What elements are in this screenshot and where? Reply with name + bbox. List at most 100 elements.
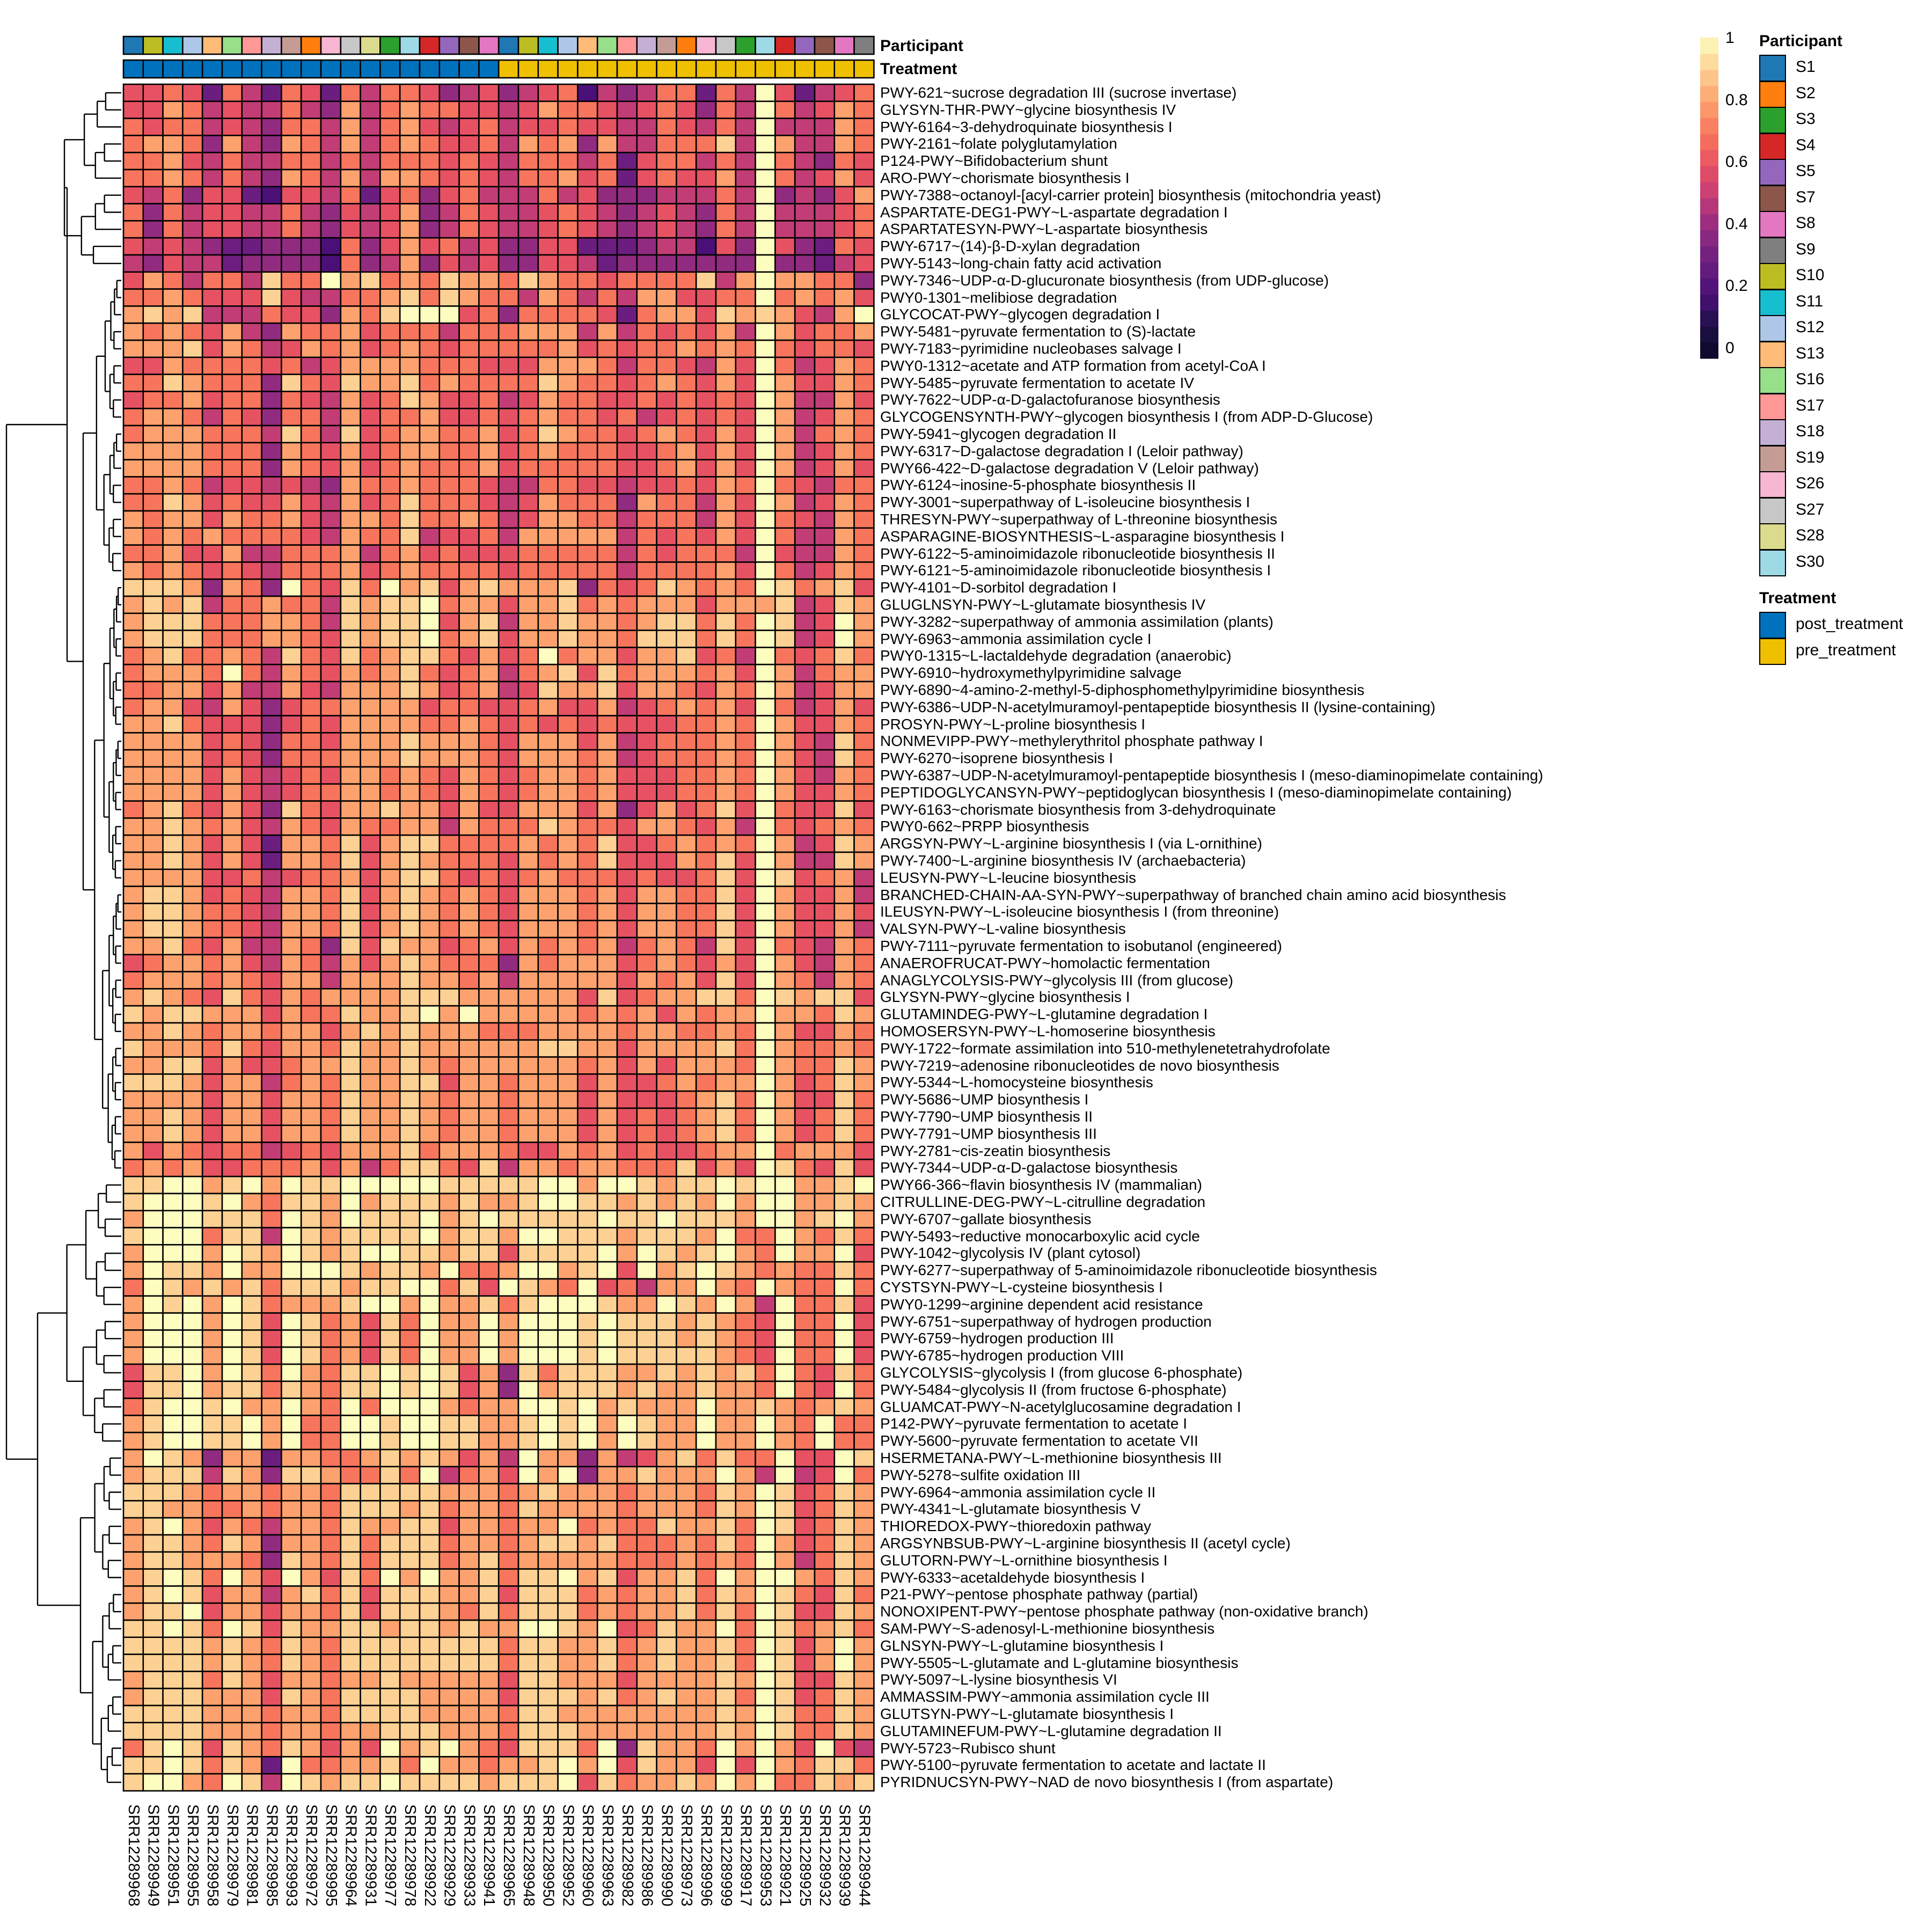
heatmap-cell (182, 1073, 203, 1092)
heatmap-cell (162, 1568, 184, 1587)
heatmap-cell (755, 254, 776, 273)
heatmap-cell (557, 1534, 579, 1553)
heatmap-cell (281, 1090, 302, 1109)
heatmap-cell (261, 1534, 282, 1553)
heatmap-cell (300, 817, 322, 836)
heatmap-cell (379, 527, 401, 546)
heatmap-cell (596, 1380, 618, 1399)
heatmap-cell (833, 954, 855, 972)
heatmap-cell (261, 1619, 282, 1638)
heatmap-cell (162, 271, 184, 290)
heatmap-cell (656, 561, 677, 580)
heatmap-cell (695, 1278, 717, 1297)
heatmap-cell (616, 715, 638, 734)
heatmap-cell (182, 203, 203, 222)
heatmap-cell (853, 391, 875, 409)
heatmap-cell (281, 1124, 302, 1143)
heatmap-cell (300, 1739, 322, 1758)
heatmap-cell (676, 1704, 697, 1724)
heatmap-cell (300, 1671, 322, 1689)
heatmap-cell (715, 1653, 737, 1672)
heatmap-cell (340, 1056, 361, 1075)
heatmap-cell (281, 220, 302, 239)
heatmap-cell (122, 356, 144, 375)
heatmap-cell (517, 305, 539, 324)
heatmap-cell (241, 868, 262, 887)
heatmap-cell (320, 305, 342, 324)
heatmap-cell (497, 732, 519, 751)
heatmap-cell (616, 868, 638, 887)
heatmap-cell (399, 356, 421, 375)
heatmap-cell (497, 1312, 519, 1331)
heatmap-cell (755, 1773, 776, 1792)
heatmap-cell (497, 1756, 519, 1775)
heatmap-cell (735, 1568, 756, 1587)
heatmap-cell (320, 425, 342, 444)
heatmap-cell (695, 1039, 717, 1058)
heatmap-cell (458, 1585, 480, 1604)
treatment-annotation-cell (833, 59, 855, 79)
heatmap-cell (399, 834, 421, 853)
heatmap-cell (438, 1397, 460, 1416)
heatmap-cell (458, 1500, 480, 1519)
heatmap-cell (142, 476, 164, 495)
heatmap-cell (142, 988, 164, 1007)
heatmap-cell (340, 237, 361, 256)
heatmap-cell (537, 1602, 559, 1621)
heatmap-cell (360, 527, 381, 546)
column-label: SRR12289917 (737, 1804, 755, 1907)
heatmap-cell (814, 1022, 836, 1041)
heatmap-cell (360, 988, 381, 1007)
heatmap-cell (774, 83, 796, 103)
heatmap-cell (695, 766, 717, 785)
heatmap-cell (281, 100, 302, 119)
heatmap-cell (557, 1090, 579, 1109)
heatmap-cell (419, 680, 441, 700)
row-label: BRANCHED-CHAIN-AA-SYN-PWY~superpathway o… (880, 886, 1506, 903)
heatmap-cell (774, 237, 796, 256)
heatmap-cell (122, 339, 144, 358)
heatmap-cell (774, 1397, 796, 1416)
heatmap-cell (201, 1159, 223, 1177)
heatmap-cell (122, 647, 144, 665)
heatmap-cell (636, 988, 657, 1007)
heatmap-cell (458, 595, 480, 614)
heatmap-cell (577, 1244, 598, 1263)
heatmap-cell (142, 698, 164, 716)
heatmap-cell (497, 766, 519, 785)
row-label: P124-PWY~Bifidobacterium shunt (880, 152, 1108, 170)
heatmap-cell (853, 339, 875, 358)
row-label: PWY-5505~L-glutamate and L-glutamine bio… (880, 1654, 1239, 1671)
heatmap-cell (557, 595, 579, 614)
heatmap-cell (182, 288, 203, 307)
heatmap-cell (360, 1380, 381, 1399)
heatmap-cell (774, 493, 796, 512)
heatmap-cell (557, 1500, 579, 1519)
heatmap-cell (360, 630, 381, 648)
heatmap-cell (340, 118, 361, 136)
heatmap-cell (497, 1124, 519, 1143)
heatmap-cell (577, 612, 598, 631)
heatmap-cell (162, 868, 184, 887)
heatmap-cell (261, 630, 282, 648)
heatmap-cell (142, 680, 164, 700)
heatmap-cell (715, 851, 737, 870)
heatmap-cell (814, 1329, 836, 1348)
heatmap-cell (557, 885, 579, 904)
heatmap-cell (438, 442, 460, 460)
heatmap-cell (497, 1517, 519, 1536)
heatmap-cell (695, 1517, 717, 1536)
heatmap-cell (478, 834, 500, 853)
heatmap-cell (656, 1175, 677, 1195)
heatmap-cell (853, 100, 875, 119)
heatmap-cell (182, 442, 203, 460)
heatmap-cell (656, 817, 677, 836)
heatmap-cell (794, 630, 816, 648)
heatmap-cell (458, 510, 480, 529)
heatmap-cell (853, 749, 875, 768)
heatmap-cell (695, 630, 717, 648)
heatmap-cell (142, 1227, 164, 1246)
heatmap-cell (419, 1346, 441, 1365)
heatmap-cell (497, 322, 519, 341)
heatmap-cell (162, 732, 184, 751)
